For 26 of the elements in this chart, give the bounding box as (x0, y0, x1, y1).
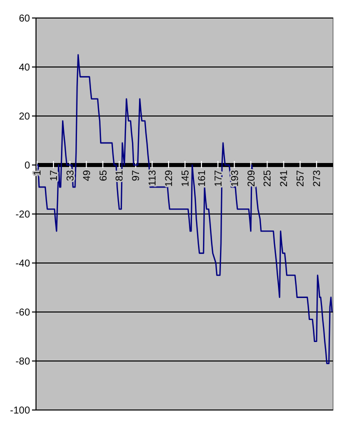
y-tick-label: 40 (18, 62, 30, 74)
y-tick-label: -40 (16, 258, 30, 270)
y-tick-label: -100 (10, 406, 30, 416)
x-tick-label: 17 (48, 170, 60, 182)
y-tick-label: 60 (18, 14, 30, 24)
x-tick-label: 145 (180, 170, 192, 187)
x-tick-label: 177 (213, 170, 224, 187)
x-tick-label: 193 (230, 170, 241, 187)
y-tick-label: -80 (16, 356, 30, 368)
x-tick-label: 257 (296, 170, 307, 187)
x-tick-label: 97 (131, 170, 142, 182)
x-tick-label: 49 (82, 170, 93, 182)
x-tick-label: 129 (164, 170, 176, 187)
x-tick-label: 33 (65, 170, 76, 182)
x-tick-label: 209 (246, 170, 258, 187)
x-tick-label: 225 (262, 170, 274, 187)
y-tick-label: -20 (16, 210, 30, 220)
y-tick-label: -60 (16, 308, 30, 318)
x-tick-label: 273 (312, 170, 324, 187)
x-tick-label: 113 (148, 170, 159, 186)
x-tick-label: 241 (279, 170, 290, 187)
y-tick-label: 20 (18, 112, 30, 122)
x-tick-label: 161 (196, 170, 208, 187)
x-tick-label: 65 (98, 170, 110, 182)
y-tick-label: 0 (24, 160, 30, 172)
x-tick-label: 81 (114, 170, 126, 182)
